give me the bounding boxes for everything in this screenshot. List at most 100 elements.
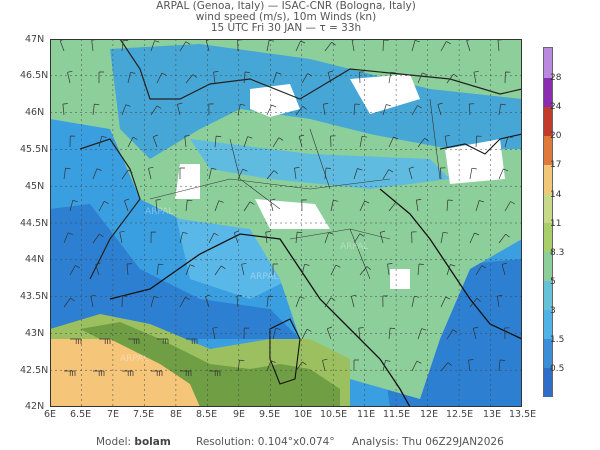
wind-barb [440, 41, 451, 52]
wind-barb [272, 137, 284, 148]
coastline-ligurian [109, 233, 411, 407]
calm-patch-4 [255, 199, 330, 229]
lat-label: 43.5N [20, 291, 49, 302]
wind-barb [92, 103, 100, 116]
wind-barb [353, 359, 359, 371]
wind-barb [437, 102, 443, 116]
wind-barb [504, 201, 515, 212]
wind-barb [350, 294, 357, 308]
wind-barb [179, 167, 185, 179]
watermark-1: ARPAL [145, 207, 173, 217]
wind-barb [63, 297, 75, 308]
wind-barb [496, 295, 503, 308]
wind-barb [92, 233, 104, 244]
wind-barb [266, 295, 274, 308]
colorbar-segment [544, 164, 552, 194]
wind-barb [417, 328, 427, 340]
lon-label: 10.5E [320, 409, 348, 420]
wind-barb [388, 136, 399, 148]
wind-barb [322, 358, 328, 372]
wind-barb [121, 295, 128, 308]
wind-barb [440, 296, 451, 308]
wind-speed-colorbar [543, 47, 553, 397]
wind-barb [185, 264, 195, 276]
colorbar-segment [544, 280, 552, 310]
lat-label: 45.5N [20, 144, 49, 155]
model-label: Model: [96, 436, 132, 448]
header-variable: wind speed (m/s), 10m Winds (kn) [195, 11, 377, 23]
calm-patch-6 [390, 269, 410, 289]
colorbar-label: 17 [550, 160, 562, 170]
wind-barb [504, 327, 510, 340]
wind-barb [184, 135, 190, 148]
wind-barb [212, 326, 218, 340]
wind-barb [243, 71, 250, 84]
wind-barb [446, 73, 458, 84]
lat-label: 46.5N [20, 70, 49, 81]
wind-barbs [59, 39, 515, 376]
colorbar-segment [544, 309, 552, 339]
watermark-4: ARPAL [120, 354, 148, 364]
wind-barb [124, 198, 130, 212]
wind-barb [498, 233, 510, 244]
wind-barb [185, 199, 193, 212]
wind-barb [237, 103, 246, 116]
watermark-2: ARPAL [250, 272, 278, 282]
calm-patch-5 [445, 139, 505, 184]
wind-barb [214, 265, 226, 276]
wind-barb [330, 135, 336, 148]
wind-barb [472, 326, 479, 340]
wind-barb [150, 296, 159, 308]
wind-barb [382, 359, 391, 372]
wind-barb [359, 266, 372, 276]
wind-barb [156, 263, 164, 276]
wind-barb [382, 39, 389, 52]
wind-barb [186, 338, 198, 344]
wind-barb [92, 168, 102, 180]
longitude-gridlines [81, 39, 491, 407]
lon-label: 10E [294, 409, 313, 420]
wind-barb [440, 167, 446, 180]
calm-patch-1 [250, 84, 300, 117]
wind-barb [440, 362, 453, 372]
resolution-info: Resolution: 0.104°x0.074° [196, 436, 335, 448]
wind-barb [468, 103, 475, 116]
wind-barb [411, 105, 422, 116]
wind-barb [179, 231, 188, 244]
wind-barb [214, 200, 224, 212]
wind-barb [67, 70, 73, 84]
po-valley-blue [190, 139, 450, 189]
wind-barb [388, 202, 400, 212]
lon-label: 13.5E [509, 409, 537, 420]
colorbar-label: 5 [550, 277, 556, 287]
lon-label: 6.5E [70, 409, 92, 420]
wind-barb [294, 167, 300, 180]
wind-barb [266, 360, 276, 372]
colorbar-segment [544, 77, 552, 107]
wind-barb [295, 106, 307, 116]
wind-barb [301, 328, 312, 340]
lat-label: 46N [25, 107, 45, 118]
wind-barb [208, 232, 219, 244]
wind-barb [185, 74, 198, 84]
wind-barb [324, 297, 336, 308]
wind-barb [179, 296, 190, 308]
wind-barb [330, 264, 341, 276]
wind-barb [157, 338, 169, 344]
wind-barb [469, 167, 477, 180]
latitude-gridlines [50, 75, 522, 371]
wind-barb [214, 135, 222, 148]
wind-barb [444, 134, 451, 148]
wind-barb [269, 198, 276, 212]
wind-barb [295, 40, 306, 52]
header-institutions: ARPAL (Genoa, Italy) — ISAC-CNR (Bologna… [156, 0, 416, 12]
lon-label: 12E [420, 409, 439, 420]
wind-barb [156, 72, 167, 84]
wind-barb [388, 71, 396, 84]
wind-barb [241, 262, 247, 276]
national-border-west [79, 138, 141, 280]
dark-olive-band [80, 322, 340, 407]
colorbar-segment [544, 338, 552, 368]
wind-barb [498, 103, 506, 116]
colorbar-label: 1.5 [550, 335, 565, 345]
